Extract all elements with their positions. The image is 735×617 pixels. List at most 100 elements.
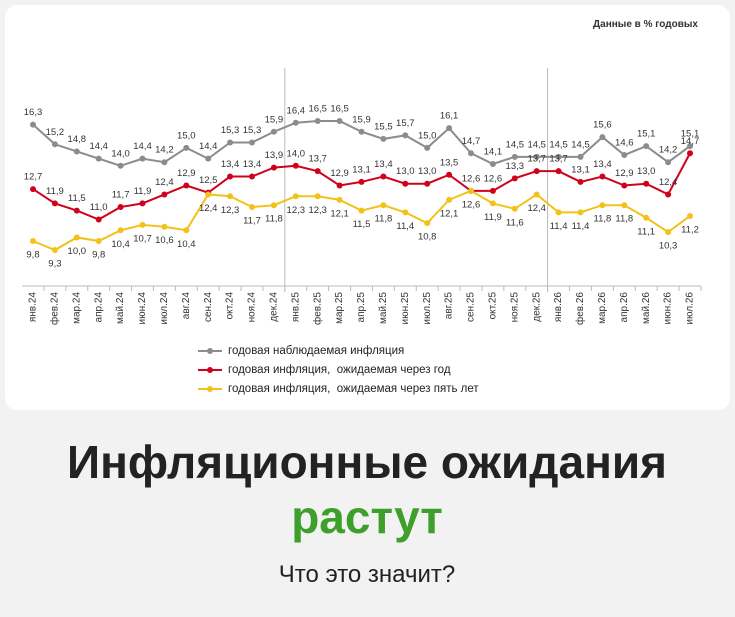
value-label: 12,7	[24, 172, 43, 183]
point	[424, 144, 431, 151]
point	[555, 209, 562, 216]
value-label: 15,9	[265, 114, 284, 125]
point	[161, 191, 168, 198]
point	[30, 238, 36, 245]
value-label: 13,1	[352, 164, 371, 175]
point	[577, 178, 584, 185]
value-label: 10,3	[659, 241, 678, 252]
point	[599, 173, 606, 180]
point	[161, 223, 168, 230]
point	[643, 143, 650, 150]
point	[336, 118, 343, 124]
value-label: 13,0	[396, 166, 415, 177]
value-label: 9,8	[26, 250, 39, 261]
point	[227, 173, 234, 180]
point	[270, 128, 277, 135]
point	[73, 148, 80, 155]
point	[446, 125, 453, 132]
headline: Инфляционные ожидания	[67, 436, 667, 488]
point	[227, 193, 234, 200]
point	[665, 191, 672, 198]
value-label: 13,4	[593, 159, 612, 170]
point	[292, 193, 299, 200]
value-label: 12,6	[484, 173, 503, 184]
x-tick-label: мар.24	[71, 292, 82, 324]
x-tick-label: дек.25	[531, 292, 542, 322]
x-tick-label: фев.25	[311, 292, 323, 325]
point	[446, 196, 453, 203]
value-label: 11,4	[572, 221, 590, 232]
point	[468, 150, 474, 157]
x-tick-label: окт.24	[225, 292, 236, 320]
point	[314, 118, 321, 124]
value-label: 13,9	[265, 150, 284, 161]
x-tick-label: янв.26	[553, 292, 564, 323]
legend-label: годовая инфляция, ожидаемая через пять л…	[228, 383, 479, 395]
point	[95, 155, 102, 162]
point	[139, 155, 146, 162]
point	[533, 153, 540, 160]
point	[227, 139, 234, 146]
value-label: 14,4	[199, 141, 218, 152]
point	[511, 175, 518, 182]
point	[402, 132, 409, 139]
x-tick-label: июл.26	[685, 292, 696, 325]
x-tick-label: май.24	[115, 292, 126, 324]
point	[380, 202, 387, 209]
value-label: 11,7	[112, 190, 130, 201]
value-label: 14,2	[659, 145, 678, 156]
point	[249, 139, 255, 146]
value-label: 16,1	[440, 111, 459, 122]
value-label: 15,2	[46, 127, 65, 138]
point	[643, 180, 650, 187]
headline-accent: растут	[291, 491, 443, 543]
point	[73, 234, 80, 241]
point	[205, 191, 212, 198]
point	[424, 220, 431, 227]
point	[533, 168, 540, 175]
value-label: 11,6	[506, 217, 524, 228]
value-label: 15,3	[243, 125, 262, 136]
value-label: 12,9	[615, 168, 634, 179]
x-tick-label: авг.24	[181, 292, 192, 320]
value-label: 13,3	[506, 161, 525, 172]
value-label: 13,7	[527, 154, 546, 165]
point	[468, 187, 474, 194]
point	[643, 214, 650, 221]
point	[292, 119, 299, 126]
value-label: 14,7	[462, 136, 481, 147]
value-label: 15,1	[637, 129, 656, 140]
point	[292, 162, 299, 169]
point	[687, 212, 693, 219]
point	[621, 182, 628, 189]
point	[51, 141, 58, 148]
value-label: 14,2	[155, 145, 174, 156]
value-label: 10,0	[68, 246, 87, 257]
value-label: 14,6	[615, 138, 634, 149]
point	[577, 209, 584, 216]
value-label: 14,5	[571, 139, 590, 150]
value-label: 12,3	[287, 205, 306, 216]
value-label: 15,7	[396, 118, 415, 129]
point	[665, 159, 672, 166]
legend-label: годовая инфляция, ожидаемая через год	[228, 364, 451, 376]
value-label: 13,5	[440, 157, 459, 168]
value-label: 14,4	[89, 141, 108, 152]
x-tick-label: сен.25	[466, 292, 477, 322]
point	[249, 204, 255, 210]
x-tick-label: апр.25	[356, 292, 367, 323]
value-label: 12,4	[155, 177, 174, 188]
legend-marker	[207, 348, 213, 354]
legend-marker	[207, 367, 213, 373]
value-label: 12,3	[308, 205, 327, 216]
point	[555, 153, 562, 160]
value-label: 11,8	[615, 214, 633, 225]
point	[687, 150, 693, 157]
point	[95, 238, 102, 245]
value-label: 10,4	[111, 239, 130, 250]
value-label: 14,8	[68, 134, 87, 145]
value-label: 12,6	[462, 173, 481, 184]
value-label: 15,5	[374, 121, 393, 132]
